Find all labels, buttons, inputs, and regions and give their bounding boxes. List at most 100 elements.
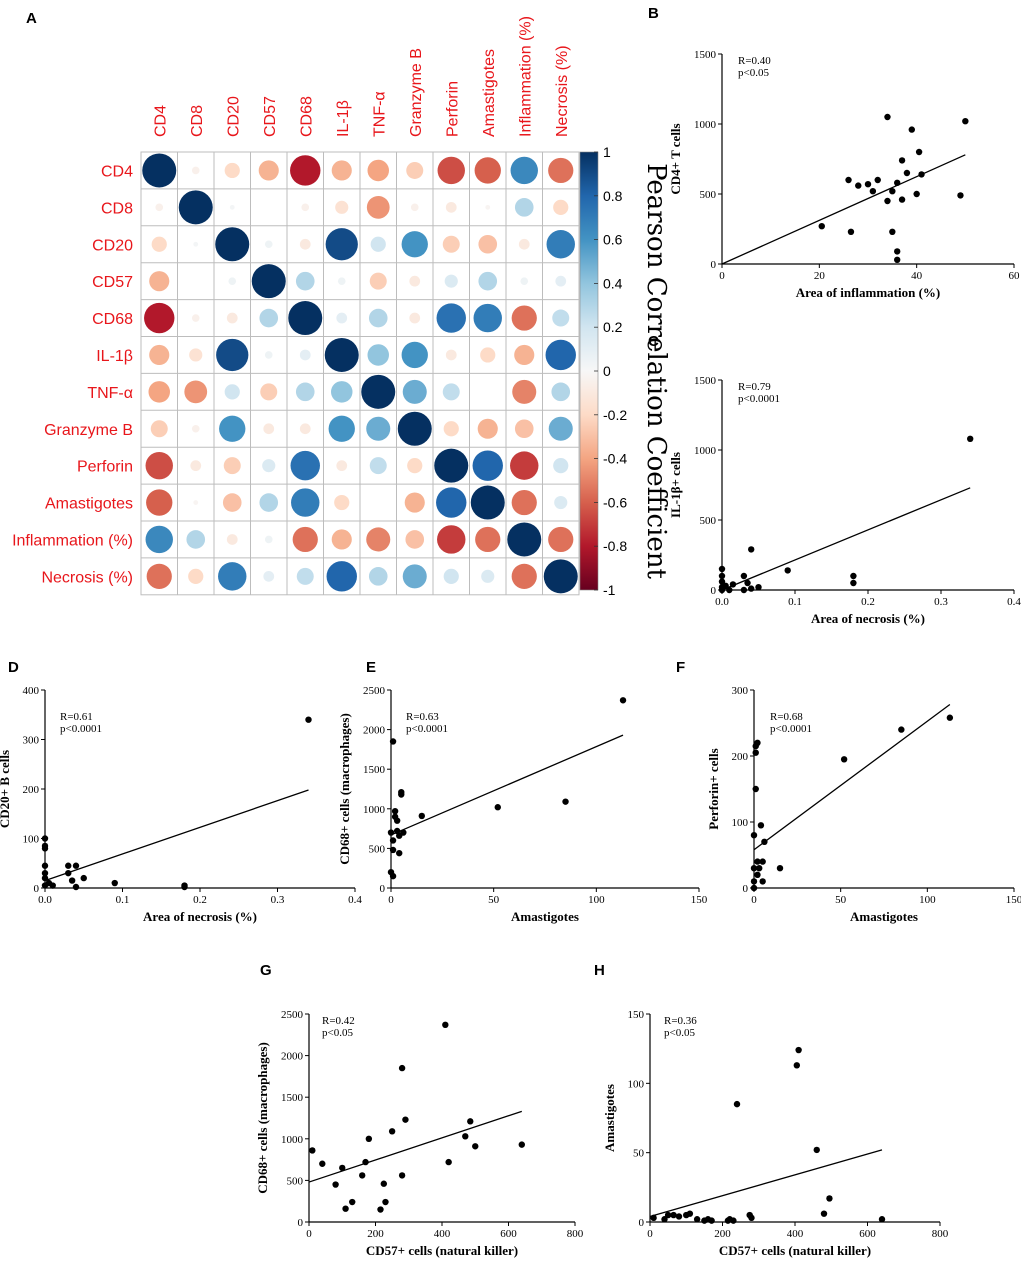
data-point bbox=[908, 126, 915, 133]
y-tick-label: 200 bbox=[732, 751, 749, 763]
correlation-circle bbox=[296, 567, 314, 585]
correlation-circle bbox=[190, 460, 202, 472]
x-tick-label: 0.1 bbox=[788, 596, 802, 608]
data-point bbox=[181, 883, 188, 891]
colorbar-tick-label: -1 bbox=[603, 582, 616, 598]
correlation-circle bbox=[223, 457, 241, 475]
data-point bbox=[894, 248, 901, 255]
correlation-circle bbox=[512, 379, 537, 404]
x-tick-label: 600 bbox=[500, 1228, 517, 1240]
data-point bbox=[388, 1128, 396, 1135]
y-tick-label: 0 bbox=[743, 883, 749, 895]
stat-label: R=0.40 bbox=[738, 55, 771, 67]
panel-b-scatter: B 0 20 40 60 0 500 1000 1500 Area of inflammation… bbox=[648, 5, 1020, 300]
row-label: TNF-α bbox=[87, 385, 133, 402]
correlation-circle bbox=[507, 522, 542, 557]
stat-label: p<0.05 bbox=[322, 1027, 353, 1039]
x-tick-label: 0.4 bbox=[1007, 596, 1021, 608]
correlation-circle bbox=[369, 272, 387, 290]
correlation-circle bbox=[401, 231, 428, 258]
data-point bbox=[750, 865, 758, 872]
x-tick-label: 100 bbox=[588, 894, 605, 906]
correlation-circle bbox=[402, 564, 427, 589]
correlation-circle bbox=[444, 274, 458, 288]
correlation-circle bbox=[437, 156, 465, 185]
y-tick-label: 2000 bbox=[363, 725, 386, 737]
data-point bbox=[398, 1172, 406, 1179]
panel-letter-b: B bbox=[648, 5, 659, 22]
panel-letter-h: H bbox=[594, 962, 605, 979]
correlation-circle bbox=[368, 567, 388, 586]
data-point bbox=[840, 756, 848, 763]
correlation-circle bbox=[216, 338, 249, 372]
colorbar-tick-label: -0.4 bbox=[603, 451, 627, 467]
correlation-circle bbox=[510, 156, 538, 185]
correlation-circle bbox=[443, 421, 459, 437]
data-point bbox=[389, 846, 397, 854]
data-point bbox=[793, 1062, 801, 1069]
data-point bbox=[467, 1118, 474, 1125]
column-label: Inflammation (%) bbox=[517, 16, 534, 137]
x-tick-label: 150 bbox=[691, 894, 708, 906]
data-point bbox=[718, 578, 726, 585]
data-point bbox=[795, 1046, 802, 1054]
correlation-circle bbox=[295, 271, 315, 291]
data-point bbox=[389, 738, 397, 745]
column-label: CD20 bbox=[225, 96, 242, 137]
data-point bbox=[818, 223, 825, 230]
data-point bbox=[784, 567, 791, 574]
correlation-circle bbox=[361, 374, 396, 409]
row-label: IL-1β bbox=[96, 348, 133, 365]
correlation-circle bbox=[437, 525, 466, 554]
stat-label: R=0.61 bbox=[60, 711, 93, 723]
data-point bbox=[387, 829, 395, 836]
data-point bbox=[913, 190, 920, 198]
correlation-circle bbox=[551, 382, 571, 402]
data-point bbox=[396, 849, 403, 857]
correlation-circle bbox=[145, 451, 173, 480]
data-point bbox=[915, 148, 923, 156]
x-tick-label: 800 bbox=[932, 1228, 949, 1240]
data-point bbox=[903, 169, 911, 177]
y-axis-title: CD4+ T cells bbox=[668, 123, 683, 194]
correlation-circle bbox=[514, 344, 535, 366]
data-point bbox=[744, 579, 751, 587]
data-point bbox=[722, 582, 729, 589]
y-tick-label: 1500 bbox=[281, 1092, 304, 1104]
correlation-circle bbox=[149, 344, 170, 366]
data-point bbox=[845, 176, 852, 184]
correlation-circle bbox=[290, 450, 320, 481]
correlation-circle bbox=[510, 451, 539, 480]
panel-letter-f: F bbox=[676, 659, 685, 676]
panel-letter-d: D bbox=[8, 659, 19, 676]
y-tick-label: 0 bbox=[711, 259, 717, 271]
data-point bbox=[41, 835, 49, 842]
x-tick-label: 0.0 bbox=[38, 894, 52, 906]
data-point bbox=[750, 878, 758, 885]
correlation-circle bbox=[369, 457, 387, 475]
correlation-circle bbox=[511, 305, 537, 331]
data-point bbox=[41, 845, 49, 852]
correlation-circle bbox=[434, 448, 469, 483]
data-point bbox=[664, 1211, 672, 1219]
data-point bbox=[918, 171, 925, 178]
colorbar-tick-label: -0.2 bbox=[603, 407, 627, 423]
y-tick-label: 2500 bbox=[363, 685, 386, 697]
stat-label: R=0.68 bbox=[770, 711, 803, 723]
y-tick-label: 1500 bbox=[694, 375, 717, 387]
data-point bbox=[518, 1141, 525, 1148]
x-tick-label: 800 bbox=[567, 1228, 584, 1240]
correlation-circle bbox=[511, 563, 537, 589]
data-point bbox=[850, 579, 857, 587]
y-tick-label: 1500 bbox=[363, 764, 386, 776]
row-label: CD57 bbox=[92, 274, 133, 291]
y-tick-label: 50 bbox=[633, 1148, 645, 1160]
data-point bbox=[391, 807, 399, 815]
data-point bbox=[894, 179, 901, 186]
data-point bbox=[756, 865, 763, 872]
data-point bbox=[752, 749, 759, 756]
correlation-circle bbox=[514, 198, 534, 217]
y-tick-label: 2500 bbox=[281, 1009, 304, 1021]
correlation-circle bbox=[554, 495, 568, 510]
correlation-circle bbox=[259, 308, 279, 328]
